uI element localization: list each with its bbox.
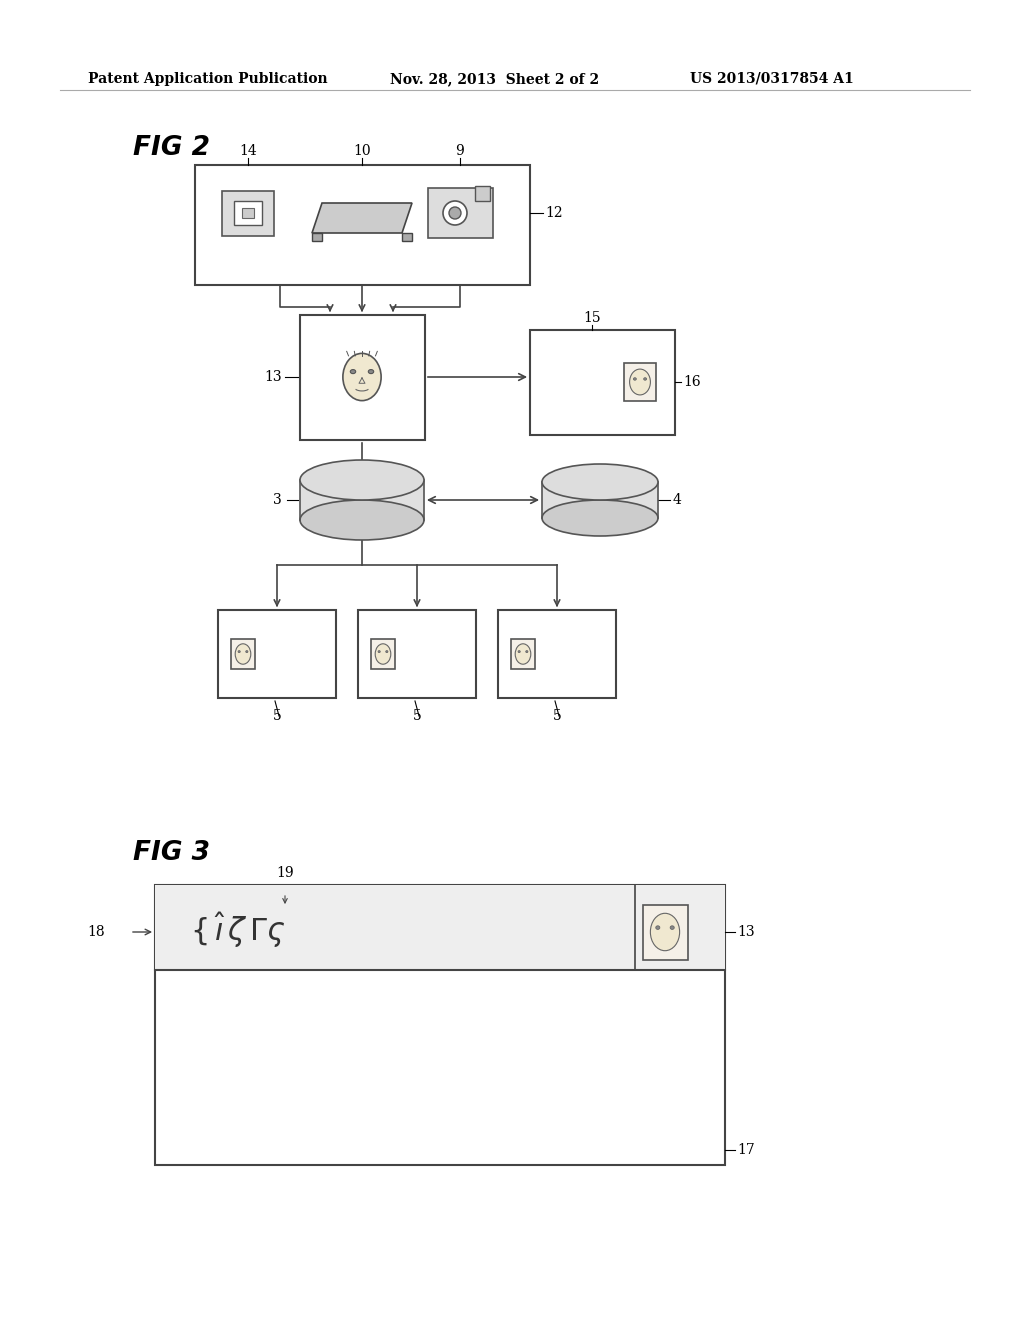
Text: 5: 5 xyxy=(272,709,282,723)
Text: 13: 13 xyxy=(737,925,755,939)
Ellipse shape xyxy=(369,370,374,374)
Text: 13: 13 xyxy=(264,370,282,384)
Bar xyxy=(542,482,658,517)
Text: 5: 5 xyxy=(413,709,421,723)
Ellipse shape xyxy=(542,465,658,500)
Text: 4: 4 xyxy=(673,492,682,507)
Bar xyxy=(222,190,274,235)
Text: 19: 19 xyxy=(276,866,294,880)
Text: 18: 18 xyxy=(87,925,105,939)
Polygon shape xyxy=(312,203,412,234)
Bar xyxy=(218,610,336,698)
Ellipse shape xyxy=(650,913,680,950)
Bar xyxy=(233,201,262,226)
Text: 5: 5 xyxy=(553,709,561,723)
Ellipse shape xyxy=(515,644,530,664)
Text: Nov. 28, 2013  Sheet 2 of 2: Nov. 28, 2013 Sheet 2 of 2 xyxy=(390,73,599,86)
Text: 15: 15 xyxy=(584,312,601,325)
Ellipse shape xyxy=(300,459,424,500)
Text: FIG 2: FIG 2 xyxy=(133,135,210,161)
Ellipse shape xyxy=(375,644,391,664)
Text: 9: 9 xyxy=(456,144,464,158)
Bar xyxy=(427,187,493,238)
Ellipse shape xyxy=(300,500,424,540)
Ellipse shape xyxy=(386,651,388,652)
Bar xyxy=(300,315,425,440)
Ellipse shape xyxy=(350,370,355,374)
Bar xyxy=(155,884,725,970)
Bar xyxy=(358,610,476,698)
Bar xyxy=(498,610,616,698)
Ellipse shape xyxy=(630,370,650,395)
Text: US 2013/0317854 A1: US 2013/0317854 A1 xyxy=(690,73,854,86)
Bar xyxy=(642,904,687,960)
Text: Patent Application Publication: Patent Application Publication xyxy=(88,73,328,86)
Ellipse shape xyxy=(525,651,528,652)
Bar xyxy=(475,186,490,201)
Bar xyxy=(624,363,656,401)
Ellipse shape xyxy=(238,651,241,652)
Circle shape xyxy=(449,207,461,219)
Ellipse shape xyxy=(655,925,659,929)
Bar xyxy=(155,884,725,1166)
Bar xyxy=(231,639,255,669)
Text: 14: 14 xyxy=(240,144,257,158)
Text: 12: 12 xyxy=(545,206,562,220)
Ellipse shape xyxy=(644,378,646,380)
Circle shape xyxy=(443,201,467,224)
Bar xyxy=(371,639,395,669)
Text: 10: 10 xyxy=(353,144,371,158)
Text: 3: 3 xyxy=(272,492,282,507)
Ellipse shape xyxy=(518,651,520,652)
Bar xyxy=(195,165,530,285)
Bar xyxy=(530,330,675,436)
Ellipse shape xyxy=(343,354,381,401)
Ellipse shape xyxy=(378,651,380,652)
Bar xyxy=(243,209,254,218)
Ellipse shape xyxy=(246,651,248,652)
Text: $\{\,\hat{\imath}\,\zeta\,\Gamma\varsigma\,$: $\{\,\hat{\imath}\,\zeta\,\Gamma\varsigm… xyxy=(190,911,286,949)
Polygon shape xyxy=(312,234,322,242)
Bar xyxy=(511,639,535,669)
Ellipse shape xyxy=(236,644,251,664)
Ellipse shape xyxy=(634,378,636,380)
Text: 16: 16 xyxy=(683,375,700,389)
Polygon shape xyxy=(402,234,412,242)
Ellipse shape xyxy=(542,500,658,536)
Ellipse shape xyxy=(670,925,674,929)
Text: 17: 17 xyxy=(737,1143,755,1158)
Bar xyxy=(300,480,424,520)
Text: FIG 3: FIG 3 xyxy=(133,840,210,866)
